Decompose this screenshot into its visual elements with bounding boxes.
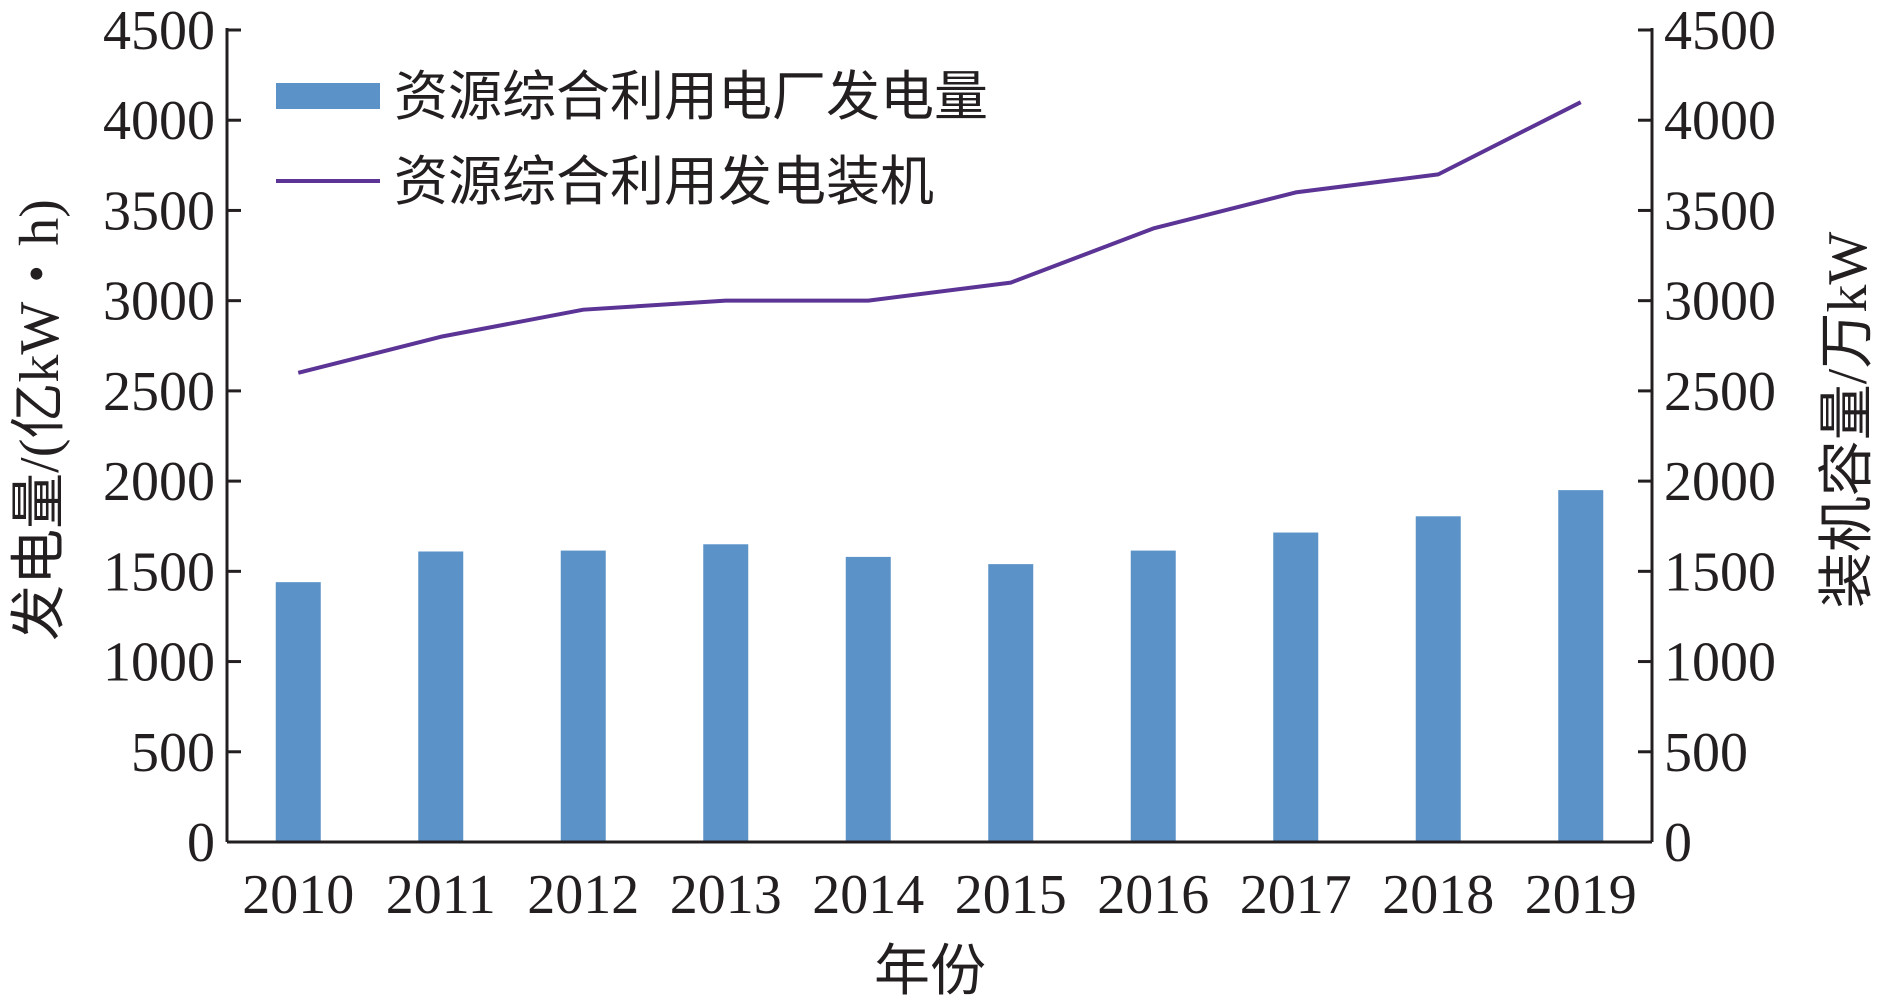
x-tick-label-2018: 2018 [1382, 864, 1494, 926]
bar-2013 [703, 544, 748, 842]
bar-2018 [1416, 516, 1461, 842]
y-tick-label-right-1500: 1500 [1664, 541, 1776, 603]
y-tick-label-left-4000: 4000 [103, 90, 215, 152]
y-axis-title-right: 装机容量/万kW [1817, 232, 1879, 609]
y-tick-label-right-3000: 3000 [1664, 271, 1776, 333]
tick-labels: 0 0 500 500 1000 1000 1500 1500 2000 2000 2500 2500… [103, 0, 1776, 926]
legend-bar-swatch [276, 83, 380, 109]
x-tick-label-2011: 2011 [386, 864, 496, 926]
y-tick-label-right-4000: 4000 [1664, 90, 1776, 152]
x-tick-label-2017: 2017 [1240, 864, 1352, 926]
y-tick-label-left-3500: 3500 [103, 180, 215, 242]
bar-2016 [1131, 551, 1176, 842]
bar-2019 [1558, 490, 1603, 842]
legend-label-bar: 资源综合利用电厂发电量 [394, 67, 988, 127]
x-tick-label-2014: 2014 [812, 864, 924, 926]
x-tick-label-2013: 2013 [670, 864, 782, 926]
x-tick-label-2010: 2010 [242, 864, 354, 926]
y-axis-title-left: 发电量/(亿kW・h) [9, 199, 71, 641]
y-tick-label-left-1500: 1500 [103, 541, 215, 603]
line-series [298, 102, 1581, 373]
y-tick-label-right-1000: 1000 [1664, 632, 1776, 694]
bar-2015 [988, 564, 1033, 842]
y-tick-label-left-2500: 2500 [103, 361, 215, 423]
y-tick-label-left-1000: 1000 [103, 632, 215, 694]
y-tick-label-left-0: 0 [187, 812, 215, 874]
bar-2010 [276, 582, 321, 842]
bar-series [276, 490, 1604, 842]
x-tick-label-2012: 2012 [527, 864, 639, 926]
y-tick-label-right-4500: 4500 [1664, 0, 1776, 62]
bar-2011 [418, 551, 463, 842]
y-tick-label-right-0: 0 [1664, 812, 1692, 874]
y-tick-label-left-3000: 3000 [103, 271, 215, 333]
y-tick-label-left-500: 500 [131, 722, 215, 784]
y-tick-label-left-2000: 2000 [103, 451, 215, 513]
bar-2014 [846, 557, 891, 842]
x-tick-label-2016: 2016 [1097, 864, 1209, 926]
y-tick-label-right-500: 500 [1664, 722, 1748, 784]
y-tick-label-right-2000: 2000 [1664, 451, 1776, 513]
y-tick-label-right-3500: 3500 [1664, 180, 1776, 242]
x-tick-label-2015: 2015 [955, 864, 1067, 926]
x-axis-title: 年份 [874, 941, 986, 1003]
line-path [298, 102, 1581, 373]
y-tick-label-right-2500: 2500 [1664, 361, 1776, 423]
legend-label-line: 资源综合利用发电装机 [394, 152, 934, 212]
bar-2012 [561, 551, 606, 842]
x-tick-label-2019: 2019 [1525, 864, 1637, 926]
y-tick-label-left-4500: 4500 [103, 0, 215, 62]
legend: 资源综合利用电厂发电量 资源综合利用发电装机 [276, 67, 988, 212]
bar-2017 [1273, 533, 1318, 842]
